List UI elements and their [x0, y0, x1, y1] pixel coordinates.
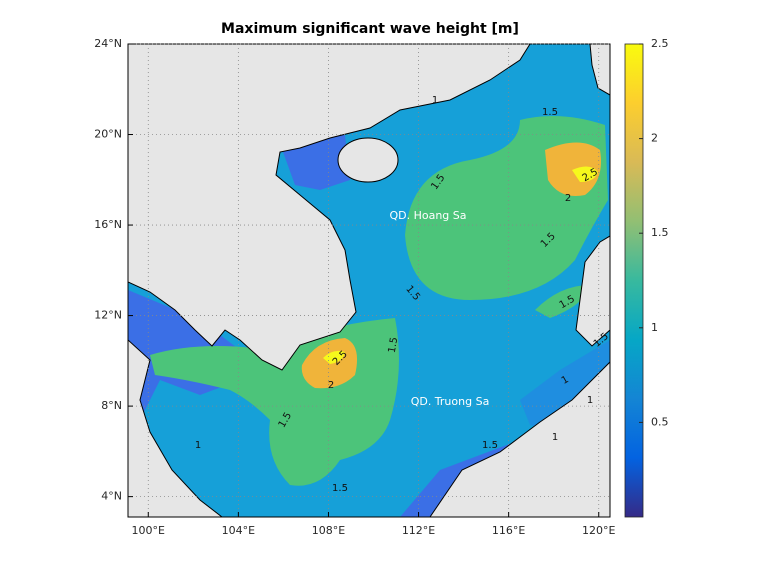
- y-tick-label: 4°N: [101, 490, 122, 503]
- hainan: [337, 137, 399, 183]
- colorbar-tick-label: 2.5: [651, 37, 669, 50]
- x-tick-label: 120°E: [582, 524, 615, 537]
- peninsula: [128, 339, 223, 517]
- y-tick-label: 16°N: [94, 218, 122, 231]
- contour-label: 1: [560, 374, 571, 387]
- y-tick-label: 12°N: [94, 309, 122, 322]
- contour-label: 2: [328, 380, 334, 391]
- title: Maximum significant wave height [m]: [221, 21, 519, 37]
- colorbar-tick-label: 1.5: [651, 226, 669, 239]
- philippines: [575, 235, 610, 347]
- borneo: [429, 361, 610, 517]
- contour-label: 1.5: [542, 107, 558, 118]
- wave-zone-1.5: [535, 285, 590, 318]
- contour-label: 1: [552, 432, 558, 443]
- colorbar-tick-label: 1: [651, 321, 658, 334]
- x-tick-label: 112°E: [402, 524, 435, 537]
- colorbar-tick-label: 0.5: [651, 415, 669, 428]
- y-tick-label: 20°N: [94, 128, 122, 141]
- x-tick-label: 104°E: [222, 524, 255, 537]
- place-name: QD. Truong Sa: [411, 395, 490, 408]
- contour-label: 1: [195, 440, 201, 451]
- luzon: [589, 44, 610, 96]
- y-tick-label: 8°N: [101, 399, 122, 412]
- contour-label: 1.5: [387, 336, 401, 354]
- x-tick-label: 100°E: [132, 524, 165, 537]
- colorbar: [624, 43, 644, 518]
- contour-label: 2: [565, 193, 571, 204]
- wave-zone-2: [545, 142, 601, 196]
- wave-zone-2.5: [572, 166, 598, 182]
- contour-label: 1.5: [482, 440, 498, 451]
- mainland: [128, 44, 531, 371]
- y-tick-label: 24°N: [94, 37, 122, 50]
- contour-label: 1.5: [332, 483, 348, 494]
- contour-label: 1: [432, 95, 438, 106]
- colorbar-tick-label: 2: [651, 132, 658, 145]
- contour-label: 1: [587, 395, 593, 406]
- x-tick-label: 116°E: [492, 524, 525, 537]
- x-tick-label: 108°E: [312, 524, 345, 537]
- map-area: [128, 44, 610, 517]
- place-name: QD. Hoang Sa: [389, 209, 466, 222]
